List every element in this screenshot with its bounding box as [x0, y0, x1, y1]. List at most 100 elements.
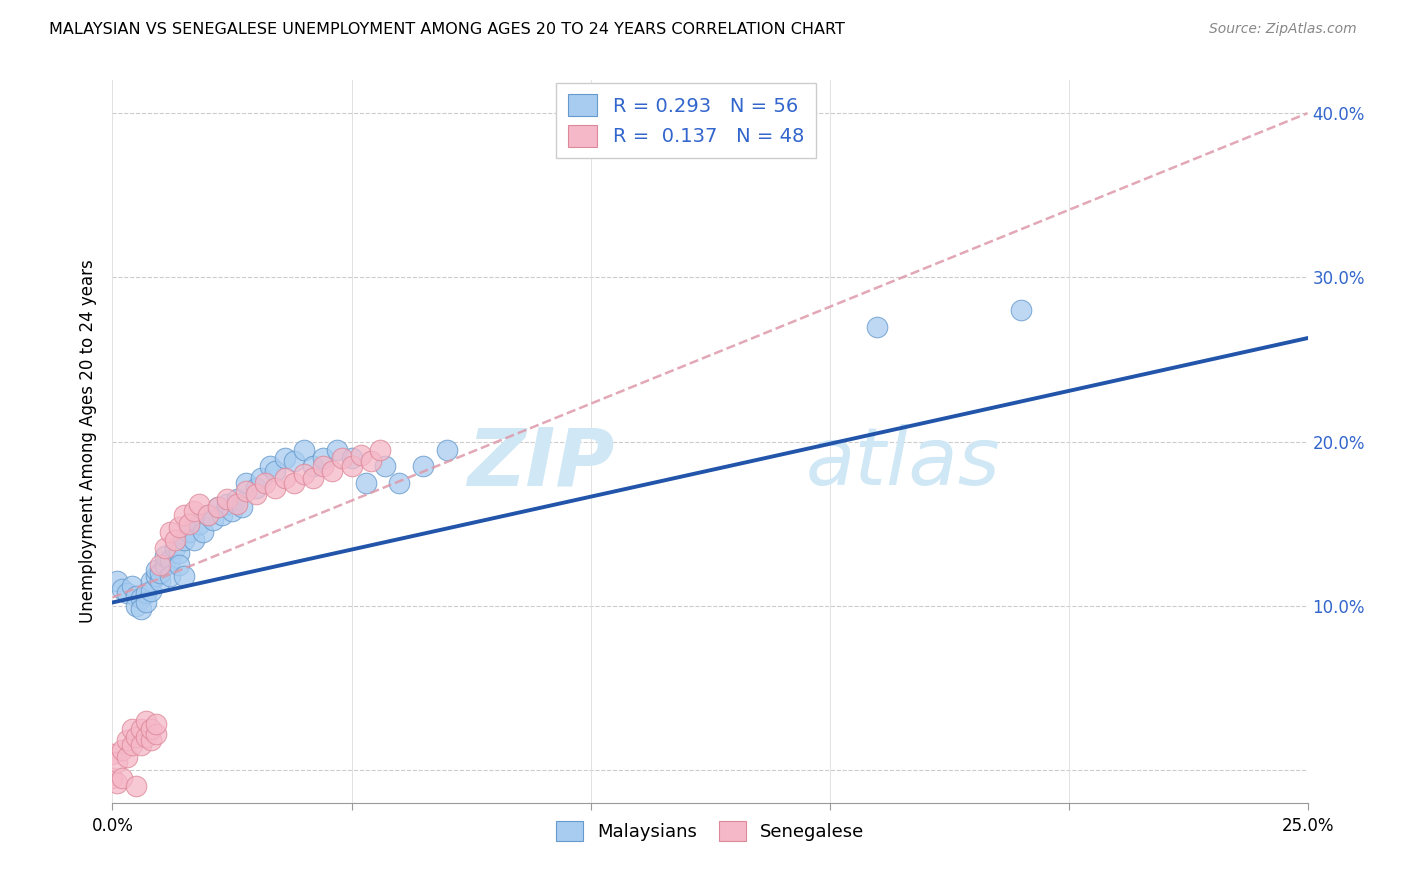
- Point: [153, 558, 176, 572]
- Point: [326, 442, 349, 457]
- Point: [312, 459, 335, 474]
- Point: [135, 585, 157, 599]
- Point: [177, 524, 200, 539]
- Point: [129, 722, 152, 736]
- Point: [187, 516, 209, 531]
- Point: [368, 442, 391, 457]
- Point: [153, 541, 176, 556]
- Point: [245, 487, 267, 501]
- Point: [145, 727, 167, 741]
- Point: [129, 602, 152, 616]
- Point: [169, 520, 191, 534]
- Point: [149, 566, 172, 580]
- Point: [163, 541, 186, 556]
- Point: [145, 563, 167, 577]
- Point: [139, 722, 162, 736]
- Point: [388, 475, 411, 490]
- Point: [111, 771, 134, 785]
- Point: [231, 500, 253, 515]
- Point: [201, 513, 224, 527]
- Point: [292, 442, 315, 457]
- Text: Source: ZipAtlas.com: Source: ZipAtlas.com: [1209, 22, 1357, 37]
- Point: [101, 771, 124, 785]
- Point: [111, 743, 134, 757]
- Point: [207, 500, 229, 515]
- Point: [121, 739, 143, 753]
- Point: [283, 475, 305, 490]
- Point: [1010, 303, 1032, 318]
- Point: [354, 475, 377, 490]
- Point: [340, 450, 363, 465]
- Point: [135, 714, 157, 728]
- Y-axis label: Unemployment Among Ages 20 to 24 years: Unemployment Among Ages 20 to 24 years: [79, 260, 97, 624]
- Point: [105, 776, 128, 790]
- Point: [125, 730, 148, 744]
- Point: [125, 589, 148, 603]
- Point: [101, 747, 124, 761]
- Point: [145, 717, 167, 731]
- Point: [302, 459, 325, 474]
- Point: [225, 491, 247, 506]
- Point: [163, 533, 186, 547]
- Point: [105, 574, 128, 588]
- Point: [197, 508, 219, 523]
- Point: [159, 569, 181, 583]
- Point: [254, 475, 277, 490]
- Point: [139, 733, 162, 747]
- Point: [292, 467, 315, 482]
- Point: [259, 459, 281, 474]
- Point: [115, 585, 138, 599]
- Text: atlas: atlas: [806, 425, 1001, 502]
- Point: [169, 546, 191, 560]
- Point: [115, 749, 138, 764]
- Point: [187, 497, 209, 511]
- Point: [129, 739, 152, 753]
- Point: [159, 553, 181, 567]
- Point: [302, 470, 325, 484]
- Point: [115, 733, 138, 747]
- Point: [312, 450, 335, 465]
- Text: MALAYSIAN VS SENEGALESE UNEMPLOYMENT AMONG AGES 20 TO 24 YEARS CORRELATION CHART: MALAYSIAN VS SENEGALESE UNEMPLOYMENT AMO…: [49, 22, 845, 37]
- Point: [245, 481, 267, 495]
- Point: [235, 475, 257, 490]
- Point: [145, 569, 167, 583]
- Legend: Malaysians, Senegalese: Malaysians, Senegalese: [548, 814, 872, 848]
- Point: [412, 459, 434, 474]
- Point: [177, 516, 200, 531]
- Point: [235, 483, 257, 498]
- Point: [321, 464, 343, 478]
- Point: [149, 574, 172, 588]
- Point: [197, 508, 219, 523]
- Point: [125, 599, 148, 613]
- Point: [169, 558, 191, 572]
- Point: [139, 584, 162, 599]
- Point: [273, 470, 295, 484]
- Point: [374, 459, 396, 474]
- Point: [436, 442, 458, 457]
- Text: ZIP: ZIP: [467, 425, 614, 502]
- Point: [207, 500, 229, 515]
- Point: [129, 591, 152, 605]
- Point: [264, 464, 287, 478]
- Point: [264, 481, 287, 495]
- Point: [121, 722, 143, 736]
- Point: [360, 454, 382, 468]
- Point: [105, 755, 128, 769]
- Point: [159, 524, 181, 539]
- Point: [330, 450, 353, 465]
- Point: [173, 569, 195, 583]
- Point: [183, 503, 205, 517]
- Point: [866, 319, 889, 334]
- Point: [211, 508, 233, 523]
- Point: [153, 549, 176, 564]
- Point: [283, 454, 305, 468]
- Point: [225, 497, 247, 511]
- Point: [135, 730, 157, 744]
- Point: [221, 503, 243, 517]
- Point: [350, 448, 373, 462]
- Point: [173, 508, 195, 523]
- Point: [217, 497, 239, 511]
- Point: [149, 558, 172, 572]
- Point: [173, 533, 195, 547]
- Point: [135, 595, 157, 609]
